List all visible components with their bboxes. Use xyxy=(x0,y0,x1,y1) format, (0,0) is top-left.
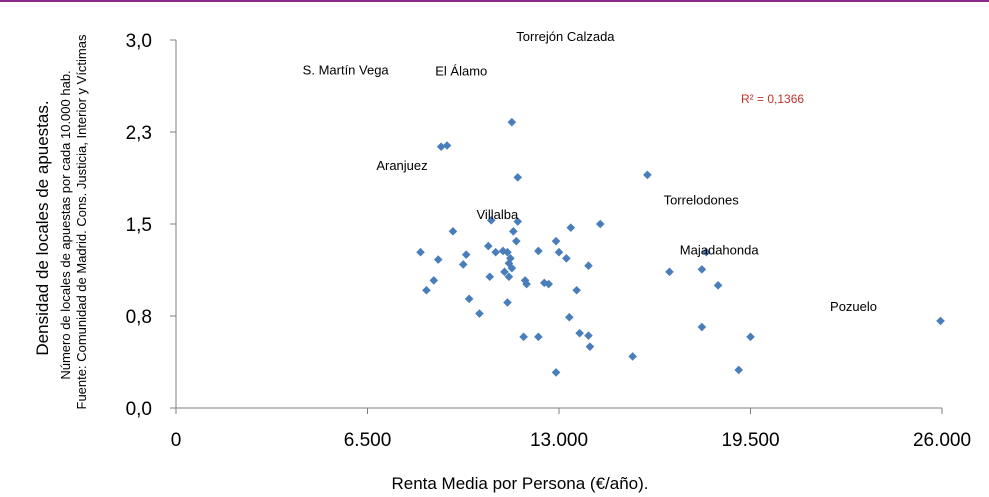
x-tick-label-2: 13.000 xyxy=(530,430,588,451)
data-point-43 xyxy=(584,331,593,340)
data-point-12 xyxy=(551,236,561,246)
x-tick-label-1: 6.500 xyxy=(344,430,392,451)
data-point-52 xyxy=(713,281,723,290)
annotation-label-2: El Álamo xyxy=(435,64,487,79)
data-point-19 xyxy=(507,263,517,273)
data-point-44 xyxy=(585,342,595,351)
data-point-13 xyxy=(483,241,493,251)
data-point-25 xyxy=(461,250,471,259)
y-axis-title: Densidad de locales de apuestas. xyxy=(33,100,52,355)
source-note: Fuente: Comunidad de Madrid. Cons. Justi… xyxy=(74,34,89,409)
data-point-41 xyxy=(565,312,574,322)
y-tick-label-3: 2,3 xyxy=(126,123,152,144)
x-axis-title: Renta Media por Persona (€/año). xyxy=(391,474,648,493)
top-accent-rule xyxy=(0,0,989,2)
data-point-56 xyxy=(936,316,945,326)
data-point-36 xyxy=(429,276,439,285)
data-point-16 xyxy=(503,247,512,257)
data-point-34 xyxy=(544,279,553,289)
data-point-20 xyxy=(500,267,509,277)
data-point-32 xyxy=(522,279,531,289)
data-point-22 xyxy=(485,272,495,282)
data-point-8 xyxy=(509,227,518,236)
r-squared-label: R² = 0,1366 xyxy=(741,92,804,106)
data-point-6 xyxy=(486,216,496,225)
x-tick-label-0: 0 xyxy=(171,430,182,451)
data-point-28 xyxy=(554,247,564,257)
data-point-23 xyxy=(416,247,425,257)
annotation-label-7: Pozuelo xyxy=(830,299,877,314)
data-point-51 xyxy=(702,247,711,257)
data-point-5 xyxy=(448,227,458,236)
data-point-11 xyxy=(595,219,605,229)
annotation-label-5: Torrelodones xyxy=(664,192,740,207)
annotation-label-6: Majadahonda xyxy=(680,243,760,258)
y-tick-label-4: 3,0 xyxy=(126,31,152,52)
data-point-4 xyxy=(643,170,652,180)
data-point-46 xyxy=(519,332,528,342)
y-tick-label-0: 0,0 xyxy=(126,399,152,420)
data-point-45 xyxy=(534,332,543,342)
data-point-35 xyxy=(572,285,581,295)
data-point-50 xyxy=(697,265,707,274)
data-point-1 xyxy=(442,141,452,150)
data-point-27 xyxy=(534,246,543,256)
data-point-15 xyxy=(498,246,508,256)
data-point-30 xyxy=(584,261,593,271)
point-annotations: Torrejón Calzada S. Martín Vega El Álamo Ar… xyxy=(303,29,877,314)
data-point-29 xyxy=(562,254,571,263)
y-tick-label-2: 1,5 xyxy=(126,215,152,236)
data-point-24 xyxy=(433,255,443,264)
y-tick-label-1: 0,8 xyxy=(126,307,152,328)
data-point-42 xyxy=(575,328,584,338)
y-tick-group: 0,0 0,8 1,5 2,3 3,0 xyxy=(126,31,176,420)
data-point-54 xyxy=(734,365,744,375)
data-point-2 xyxy=(507,117,517,127)
data-point-53 xyxy=(697,322,707,332)
annotation-label-0: Torrejón Calzada xyxy=(516,29,615,44)
data-point-9 xyxy=(511,236,521,246)
data-point-3 xyxy=(513,173,523,182)
annotation-label-1: S. Martín Vega xyxy=(303,62,390,77)
x-tick-label-4: 26.000 xyxy=(913,430,971,451)
y-axis-subtitle: Número de locales de apuestas por cada 1… xyxy=(58,70,73,379)
axes xyxy=(175,40,942,409)
data-point-55 xyxy=(746,332,755,342)
data-point-10 xyxy=(566,223,576,232)
x-tick-label-3: 19.500 xyxy=(721,430,779,451)
data-point-14 xyxy=(491,247,500,257)
data-point-26 xyxy=(458,260,468,269)
data-points xyxy=(416,117,945,377)
data-point-18 xyxy=(504,258,514,268)
data-point-47 xyxy=(551,368,561,377)
x-tick-group: 0 6.500 13.000 19.500 26.000 xyxy=(171,408,971,451)
data-point-40 xyxy=(475,309,484,318)
data-point-48 xyxy=(628,352,637,361)
data-point-38 xyxy=(464,294,474,304)
data-point-21 xyxy=(504,272,514,282)
data-point-49 xyxy=(665,267,674,277)
annotation-label-3: Aranjuez xyxy=(376,158,427,173)
data-point-37 xyxy=(422,285,431,295)
data-point-39 xyxy=(503,298,512,307)
annotation-label-4: Villalba xyxy=(477,207,519,222)
data-point-7 xyxy=(513,217,523,226)
data-point-0 xyxy=(436,142,446,152)
